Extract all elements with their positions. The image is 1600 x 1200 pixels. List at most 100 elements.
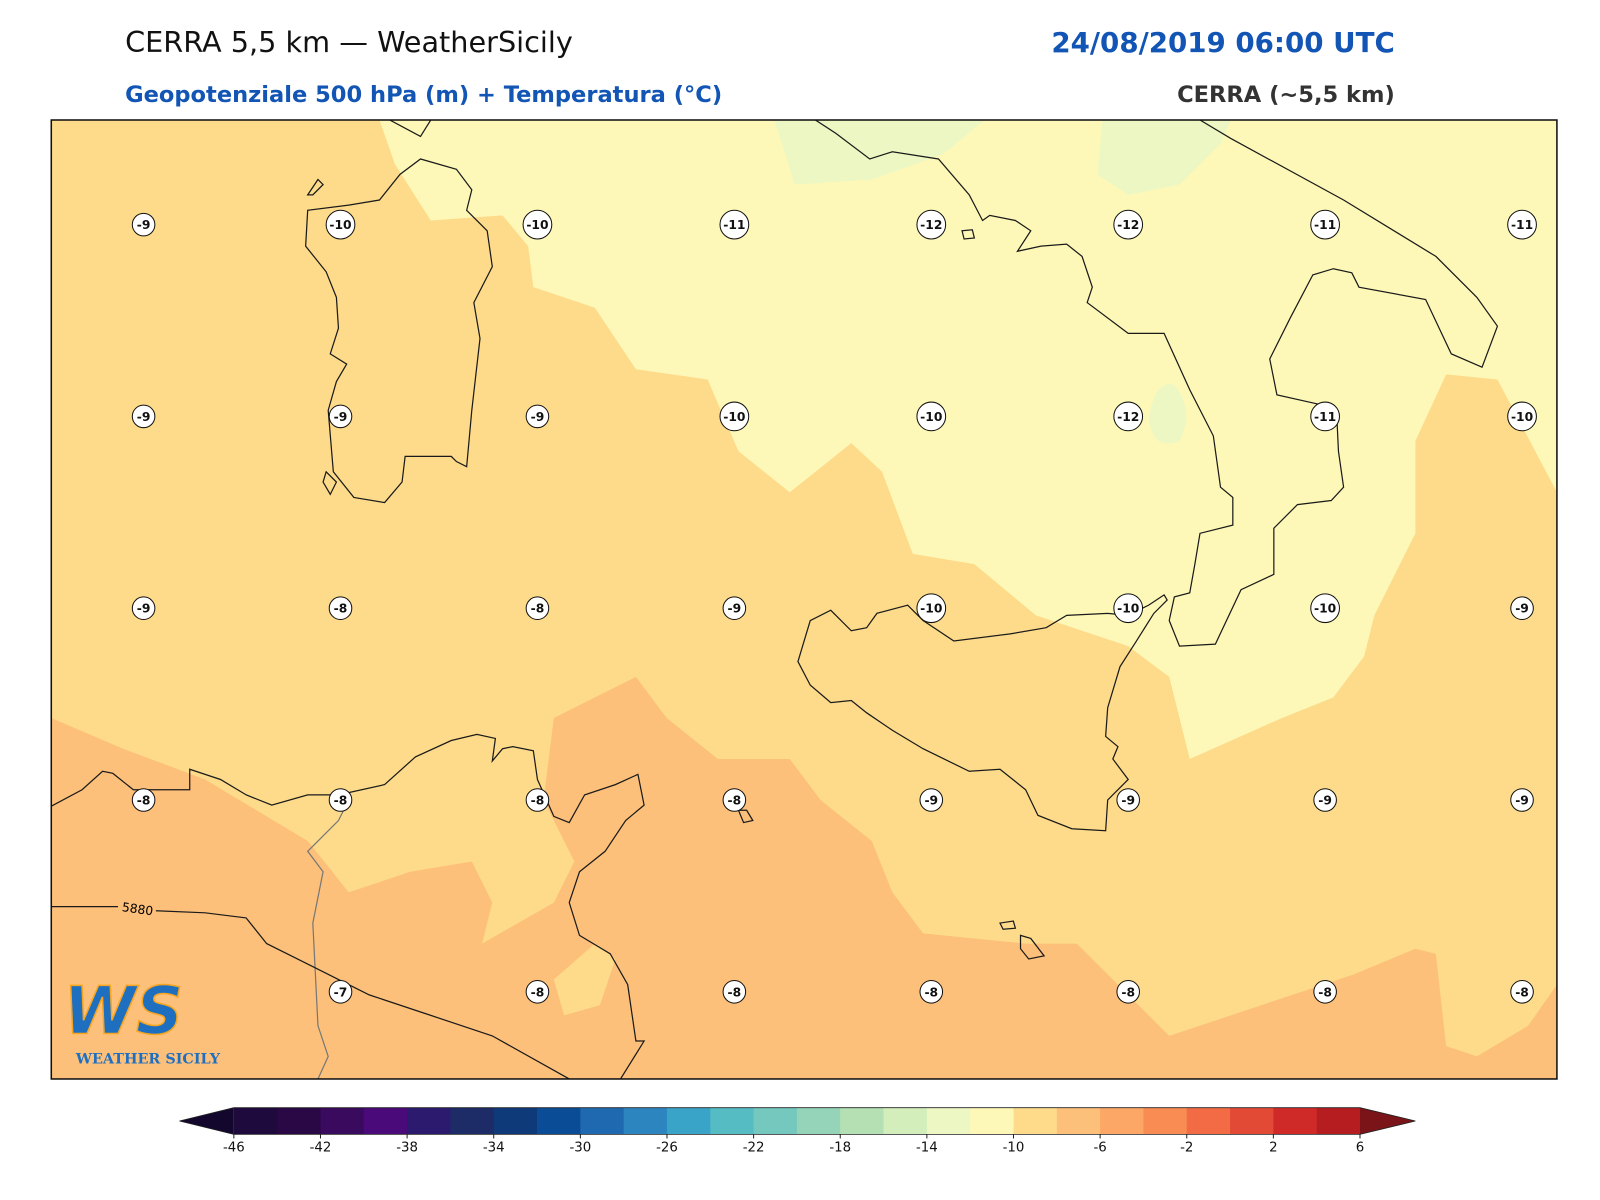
colorbar-segment [1013, 1107, 1058, 1135]
colorbar-tick-label: -46 [223, 1141, 245, 1156]
colorbar-tick-label: -14 [916, 1141, 938, 1156]
temperature-marker [328, 788, 353, 812]
temperature-zone [379, 119, 1557, 759]
temperature-zone [51, 676, 1557, 1079]
temperature-label: -11 [1314, 410, 1336, 424]
temperature-marker [525, 404, 550, 429]
temperature-marker [1510, 596, 1534, 620]
title: CERRA 5,5 km — WeatherSicily [125, 25, 573, 59]
colorbar-segment [753, 1107, 798, 1135]
map-frame [50, 119, 1558, 1080]
colorbar-segment [493, 1107, 538, 1135]
logo-name: WEATHER SICILY [75, 1051, 221, 1067]
temperature-marker [525, 596, 550, 620]
temperature-marker [1113, 401, 1144, 432]
temperature-marker [719, 401, 750, 432]
temperature-label: -8 [1515, 985, 1529, 999]
temperature-marker [522, 209, 553, 240]
temperature-marker [919, 788, 944, 812]
temperature-marker [719, 209, 750, 240]
temperature-label: -10 [526, 218, 548, 232]
colorbar-segment [537, 1107, 581, 1135]
temperature-marker [1116, 979, 1140, 1004]
temperature-label: -7 [334, 985, 348, 999]
temperature-marker [328, 596, 353, 620]
temperature-zone [774, 120, 1231, 444]
colorbar-segment [796, 1107, 841, 1135]
coastline-tunisia [51, 733, 1046, 1079]
temperature-marker [131, 404, 156, 429]
temperature-label: -8 [728, 794, 742, 808]
border-line [306, 799, 350, 1079]
subtitle: Geopotenziale 500 hPa (m) + Temperatura … [125, 82, 722, 108]
datetime: 24/08/2019 06:00 UTC [1051, 26, 1394, 59]
temperature-marker [916, 209, 947, 240]
map: 5880 -9 -10 -10 -11 -12 -12 -11 -11 -9 -9 -9 -10 -10… [51, 119, 1557, 1079]
temperature-label: -8 [531, 602, 545, 616]
colorbar-segment [970, 1107, 1015, 1135]
colorbar-segment [1316, 1107, 1361, 1135]
temperature-label: -8 [137, 794, 151, 808]
colorbar-segment [1143, 1107, 1188, 1135]
temperature-marker [1313, 979, 1337, 1004]
temperature-marker [328, 979, 353, 1004]
temperature-marker [131, 788, 156, 812]
colorbar-segment [710, 1107, 755, 1135]
colorbar-tick-label: -6 [1093, 1141, 1106, 1156]
colorbar-tick-label: -2 [1180, 1141, 1193, 1156]
temperature-label: -10 [1511, 410, 1533, 424]
colorbar-segment [666, 1107, 711, 1135]
temperature-marker [1507, 401, 1537, 432]
temperature-marker [1113, 209, 1144, 240]
temperature-label: -12 [1117, 218, 1139, 232]
coastline-sicily [797, 594, 1168, 832]
temperature-marker [1310, 401, 1340, 432]
temperature-marker [325, 209, 356, 240]
temperature-marker [722, 979, 747, 1004]
colorbar: -46 -42 -38 -34 -30 -26 -22 -18 -14 -10 -6 -2 2 6 [179, 1107, 1416, 1156]
model-label: CERRA (~5,5 km) [1177, 82, 1395, 108]
colorbar-segment [1100, 1107, 1144, 1135]
temperature-marker [916, 401, 947, 432]
temperature-label: -8 [531, 794, 545, 808]
colorbar-tick-label: -42 [310, 1141, 332, 1156]
temperature-label: -9 [1121, 794, 1135, 808]
temperature-label: -10 [1117, 602, 1139, 616]
colorbar-segment [1056, 1107, 1101, 1135]
temperature-marker [1510, 979, 1534, 1004]
temperature-label: -12 [920, 218, 942, 232]
colorbar-extend-low [179, 1107, 234, 1135]
colorbar-segment [926, 1107, 971, 1135]
temperature-label: -11 [1511, 218, 1533, 232]
temperature-label: -10 [920, 602, 942, 616]
temperature-label: -9 [137, 602, 151, 616]
temperature-marker [1310, 593, 1340, 624]
logo: WS WEATHER SICILY [63, 973, 221, 1068]
colorbar-tick-label: -10 [1003, 1141, 1025, 1156]
colorbar-segment [233, 1107, 278, 1135]
temperature-marker [1507, 209, 1537, 240]
colorbar-tick-label: -22 [743, 1141, 765, 1156]
temperature-marker [722, 596, 747, 620]
coastline-sardinia [305, 119, 493, 504]
temperature-marker [1510, 788, 1534, 812]
colorbar-segment [277, 1107, 321, 1135]
temperature-marker [525, 788, 550, 812]
temperature-label: -8 [334, 602, 348, 616]
temperature-marker [525, 979, 550, 1004]
colorbar-tick-label: -38 [396, 1141, 418, 1156]
colorbar-segment [363, 1107, 408, 1135]
colorbar-segment [407, 1107, 451, 1135]
colorbar-segment [1186, 1107, 1231, 1135]
temperature-label: -8 [924, 985, 938, 999]
temperature-label: -10 [329, 218, 351, 232]
colorbar-segment [623, 1107, 668, 1135]
colorbar-segment [580, 1107, 625, 1135]
temperature-marker [919, 979, 944, 1004]
geopotential-contour [51, 906, 570, 1079]
colorbar-segment [840, 1107, 885, 1135]
temperature-marker [722, 788, 747, 812]
temperature-label: -10 [1314, 602, 1336, 616]
